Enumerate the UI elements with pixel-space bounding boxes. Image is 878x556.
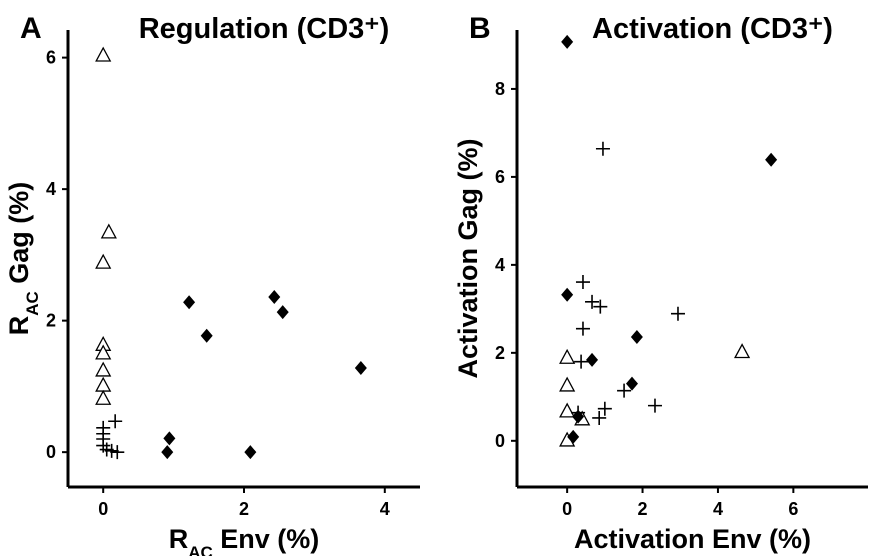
y-axis-label: RAC Gag (%) xyxy=(4,182,42,336)
point xyxy=(559,376,576,392)
x-axis-label: Activation Env (%) xyxy=(574,524,811,554)
point xyxy=(95,46,112,62)
point xyxy=(574,354,589,369)
point xyxy=(586,352,599,367)
point xyxy=(100,223,117,239)
point xyxy=(200,328,213,343)
point xyxy=(567,429,580,444)
point xyxy=(95,376,112,392)
x-tick-label: 0 xyxy=(562,499,572,519)
x-tick-label: 6 xyxy=(788,499,798,519)
y-tick-label: 2 xyxy=(46,311,56,331)
y-tick-label: 0 xyxy=(495,431,505,451)
point xyxy=(561,34,574,49)
x-tick-label: 4 xyxy=(713,499,723,519)
y-tick-label: 6 xyxy=(46,48,56,68)
x-axis-label: RAC Env (%) xyxy=(169,524,320,556)
chart-title: Activation (CD3⁺) xyxy=(592,13,833,45)
point xyxy=(95,389,112,405)
point xyxy=(592,410,607,425)
panel-label: A xyxy=(20,12,42,45)
point xyxy=(268,289,281,304)
point xyxy=(104,443,119,458)
y-axis-label-part: R xyxy=(4,316,34,336)
point xyxy=(108,414,123,429)
point xyxy=(733,343,751,359)
x-axis-label-part: AC xyxy=(188,543,213,556)
point xyxy=(597,401,612,416)
chart-title: Regulation (CD3⁺) xyxy=(139,13,390,45)
point xyxy=(276,305,289,320)
point xyxy=(575,321,590,336)
point xyxy=(571,405,586,420)
point xyxy=(561,287,574,302)
point xyxy=(585,294,600,309)
point xyxy=(625,376,638,391)
point xyxy=(647,398,662,413)
point xyxy=(354,360,367,375)
point xyxy=(559,348,576,364)
y-axis-label-part: Gag (%) xyxy=(4,182,34,292)
x-axis-label-part: Env (%) xyxy=(213,524,320,554)
point xyxy=(95,361,112,377)
point xyxy=(161,445,174,460)
point xyxy=(765,152,778,167)
point xyxy=(559,402,576,418)
point xyxy=(95,253,112,269)
point xyxy=(575,275,590,290)
point xyxy=(163,431,176,446)
x-tick-label: 2 xyxy=(239,499,249,519)
y-tick-label: 0 xyxy=(46,442,56,462)
y-tick-label: 6 xyxy=(495,167,505,187)
panel-label: B xyxy=(469,12,491,45)
point xyxy=(244,445,257,460)
point xyxy=(110,445,125,460)
y-tick-label: 4 xyxy=(46,179,56,199)
x-tick-label: 4 xyxy=(380,499,390,519)
point xyxy=(95,344,112,360)
point xyxy=(670,306,685,321)
y-tick-label: 4 xyxy=(495,255,505,275)
y-tick-label: 2 xyxy=(495,343,505,363)
y-tick-label: 8 xyxy=(495,79,505,99)
x-tick-label: 2 xyxy=(638,499,648,519)
point xyxy=(617,383,632,398)
x-axis-label-part: R xyxy=(169,524,189,554)
y-axis-label-part: AC xyxy=(23,291,42,316)
point xyxy=(595,141,610,156)
point xyxy=(593,299,608,314)
x-tick-label: 0 xyxy=(98,499,108,519)
point xyxy=(183,295,196,310)
y-axis-label: Activation Gag (%) xyxy=(453,138,483,378)
point xyxy=(630,330,643,345)
